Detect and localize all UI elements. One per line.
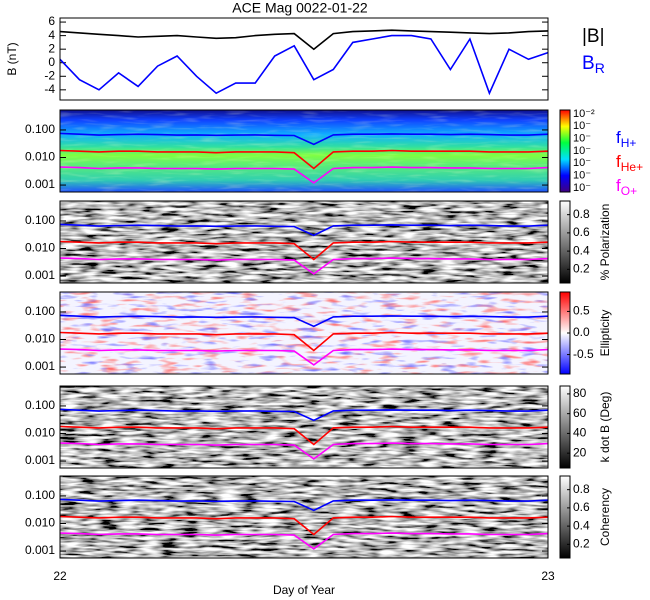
series-line: [59, 223, 549, 237]
series-line: [59, 257, 549, 275]
series-line: [59, 29, 549, 51]
plot-frame: [59, 475, 549, 559]
y-tick-label: -4: [44, 82, 55, 96]
colorbar-tick-label: 0.6: [573, 500, 590, 514]
y-tick-label: 0.010: [25, 241, 55, 255]
legend-entry-sub: H+: [621, 136, 637, 150]
series-line: [59, 498, 549, 512]
series-line: [59, 331, 549, 352]
colorbar-tick-label: 40: [573, 426, 587, 440]
legend-entry: fHe+: [616, 152, 643, 174]
y-tick-label: 0.001: [25, 453, 55, 467]
legend-entry-main: B: [582, 53, 595, 74]
colorbar-tick-label: 0.0: [573, 325, 590, 339]
y-tick-label: 0.010: [25, 332, 55, 346]
y-tick-label: 6: [48, 14, 55, 28]
colorbar: [559, 200, 571, 284]
colorbar-tick-label: 20: [573, 445, 587, 459]
y-tick-label: 0: [48, 55, 55, 69]
plot-frame: [59, 17, 549, 101]
series-line: [59, 515, 549, 536]
colorbar-tick-label: 0.2: [573, 262, 590, 276]
colorbar-tick-label: 10⁻: [573, 170, 591, 182]
legend-entry-sub: R: [595, 60, 605, 76]
legend-entry-sub: He+: [621, 160, 643, 174]
y-tick-label: -2: [44, 68, 55, 82]
y-tick-label: 0.100: [25, 488, 55, 502]
y-tick-label: 0.010: [25, 150, 55, 164]
colorbar-tick-label: 10⁻: [573, 145, 591, 157]
series-line: [59, 166, 549, 184]
legend-entry-sub: O+: [621, 184, 637, 198]
colorbar-tick-label: 0.4: [573, 243, 590, 257]
plot-frame: [59, 109, 549, 193]
x-tick-label: 23: [541, 569, 555, 583]
colorbar-tick-label: 10⁻: [573, 157, 591, 169]
y-tick-label: 2: [48, 41, 55, 55]
y-tick-label: 4: [48, 28, 55, 42]
series-line: [59, 532, 549, 550]
plot-frame: [59, 385, 549, 469]
colorbar-tick-label: 0.2: [573, 537, 590, 551]
y-tick-label: 0.010: [25, 516, 55, 530]
colorbar: [559, 109, 571, 193]
legend-entry-main: f: [616, 152, 621, 171]
plot-frame: [59, 291, 549, 375]
y-axis-label: B (nT): [5, 42, 19, 75]
colorbar-tick-label: -0.5: [573, 347, 594, 361]
colorbar-tick-label: 80: [573, 386, 587, 400]
colorbar: [559, 385, 571, 469]
colorbar-tick-label: 0.8: [573, 207, 590, 221]
y-tick-label: 0.100: [25, 213, 55, 227]
x-tick-label: 22: [53, 569, 67, 583]
series-line: [59, 149, 549, 170]
colorbar-tick-label: 0.5: [573, 304, 590, 318]
colorbar-tick-label: 0.4: [573, 518, 590, 532]
colorbar-tick-label: 60: [573, 406, 587, 420]
legend-entry-main: |B|: [582, 26, 605, 47]
plot-frame: [59, 200, 549, 284]
legend-entry: fO+: [616, 176, 637, 198]
colorbar-tick-label: 0.8: [573, 482, 590, 496]
series-line: [59, 348, 549, 366]
series-line: [59, 240, 549, 261]
series-line: [59, 425, 549, 446]
x-axis-label: Day of Year: [273, 583, 335, 597]
y-tick-label: 0.001: [25, 268, 55, 282]
y-tick-label: 0.100: [25, 304, 55, 318]
legend-entry-main: f: [616, 176, 621, 195]
colorbar-label: k dot B (Deg): [598, 392, 612, 463]
y-tick-label: 0.001: [25, 543, 55, 557]
colorbar-label: Ellipticity: [598, 310, 612, 357]
legend-entry: BR: [582, 53, 605, 76]
legend-entry: |B|: [582, 26, 605, 47]
y-tick-label: 0.010: [25, 426, 55, 440]
plot-background: [60, 18, 548, 100]
series-line: [59, 408, 549, 422]
series-line: [59, 132, 549, 146]
y-tick-label: 0.100: [25, 398, 55, 412]
series-line: [59, 34, 549, 96]
colorbar-tick-label: 10⁻: [573, 120, 591, 132]
series-line: [59, 442, 549, 460]
colorbar: [559, 475, 571, 559]
colorbar-tick-label: 10⁻²: [573, 108, 595, 120]
series-line: [59, 314, 549, 328]
colorbar-tick-label: 10⁻: [573, 133, 591, 145]
colorbar-tick-label: 0.6: [573, 225, 590, 239]
y-tick-label: 0.001: [25, 359, 55, 373]
y-tick-label: 0.001: [25, 177, 55, 191]
colorbar-tick-label: 10⁻: [573, 182, 591, 194]
chart-title: ACE Mag 0022-01-22: [232, 0, 368, 16]
legend-entry-main: f: [616, 128, 621, 147]
colorbar-label: Coherency: [598, 488, 612, 546]
legend-entry: fH+: [616, 128, 636, 150]
y-tick-label: 0.100: [25, 122, 55, 136]
colorbar-label: % Polarization: [598, 204, 612, 281]
